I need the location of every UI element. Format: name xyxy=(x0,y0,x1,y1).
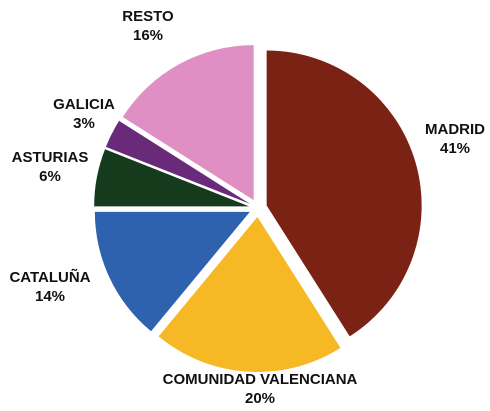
slice-value-label: 41% xyxy=(440,140,470,157)
slice-label: CATALUÑA xyxy=(9,268,90,286)
slice-label: GALICIA xyxy=(53,96,115,113)
pie-slice xyxy=(94,211,250,332)
pie-slice xyxy=(105,120,250,204)
slice-value-label: 6% xyxy=(39,168,61,185)
pie-slice xyxy=(158,216,341,372)
pie-slice xyxy=(122,45,254,201)
slice-value-label: 3% xyxy=(73,115,95,132)
slice-label: ASTURIAS xyxy=(12,149,89,166)
slice-value-label: 14% xyxy=(35,288,65,305)
slice-label: MADRID xyxy=(425,121,485,138)
slice-label: RESTO xyxy=(122,8,174,25)
pie-slice xyxy=(266,50,422,337)
slice-value-label: 16% xyxy=(133,27,163,44)
pie-slice xyxy=(94,149,250,207)
slice-value-label: 20% xyxy=(245,390,275,407)
slice-label: COMUNIDAD VALENCIANA xyxy=(163,371,358,388)
